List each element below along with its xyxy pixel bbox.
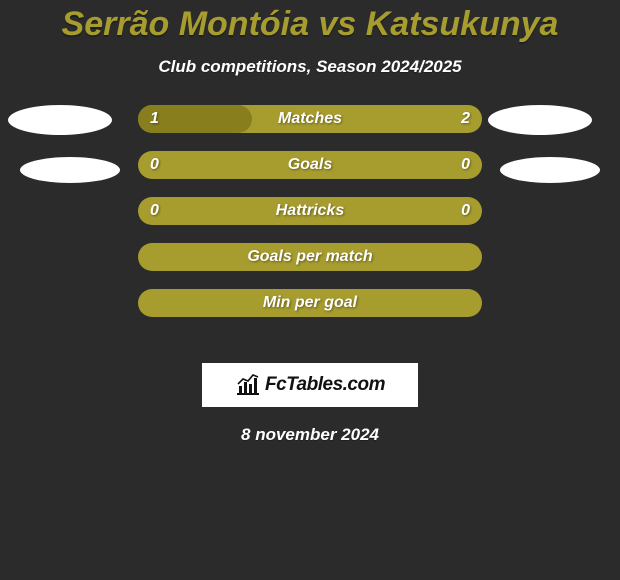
stat-label: Goals per match [138, 243, 482, 271]
stat-row: Min per goal [138, 289, 482, 317]
stat-row: Goals per match [138, 243, 482, 271]
stat-label: Matches [138, 105, 482, 133]
avatar-shadow-right-1 [488, 105, 592, 135]
stat-value-right: 2 [461, 105, 470, 133]
stats-card: Serrão Montóia vs Katsukunya Club compet… [0, 0, 620, 580]
stat-value-right: 0 [461, 197, 470, 225]
page-title: Serrão Montóia vs Katsukunya [0, 0, 620, 43]
stat-value-left: 0 [150, 151, 159, 179]
stat-label: Min per goal [138, 289, 482, 317]
brand-badge: FcTables.com [202, 363, 418, 407]
comparison-arena: Matches12Goals00Hattricks00Goals per mat… [0, 105, 620, 345]
stat-bars: Matches12Goals00Hattricks00Goals per mat… [138, 105, 482, 317]
stat-row: Hattricks0 0 [138, 197, 482, 225]
avatar-shadow-left-1 [8, 105, 112, 135]
stat-value-right: 0 [461, 151, 470, 179]
date-text: 8 november 2024 [0, 425, 620, 445]
avatar-shadow-left-2 [20, 157, 120, 183]
stat-label: Hattricks [138, 197, 482, 225]
stat-row: Goals0 0 [138, 151, 482, 179]
stat-row: Matches1 2 [138, 105, 482, 133]
stat-value-left: 0 [150, 197, 159, 225]
brand-text: FcTables.com [265, 374, 385, 396]
avatar-shadow-right-2 [500, 157, 600, 183]
subtitle: Club competitions, Season 2024/2025 [0, 57, 620, 77]
stat-value-left: 1 [150, 105, 159, 133]
bar-chart-icon [235, 374, 261, 396]
stat-label: Goals [138, 151, 482, 179]
